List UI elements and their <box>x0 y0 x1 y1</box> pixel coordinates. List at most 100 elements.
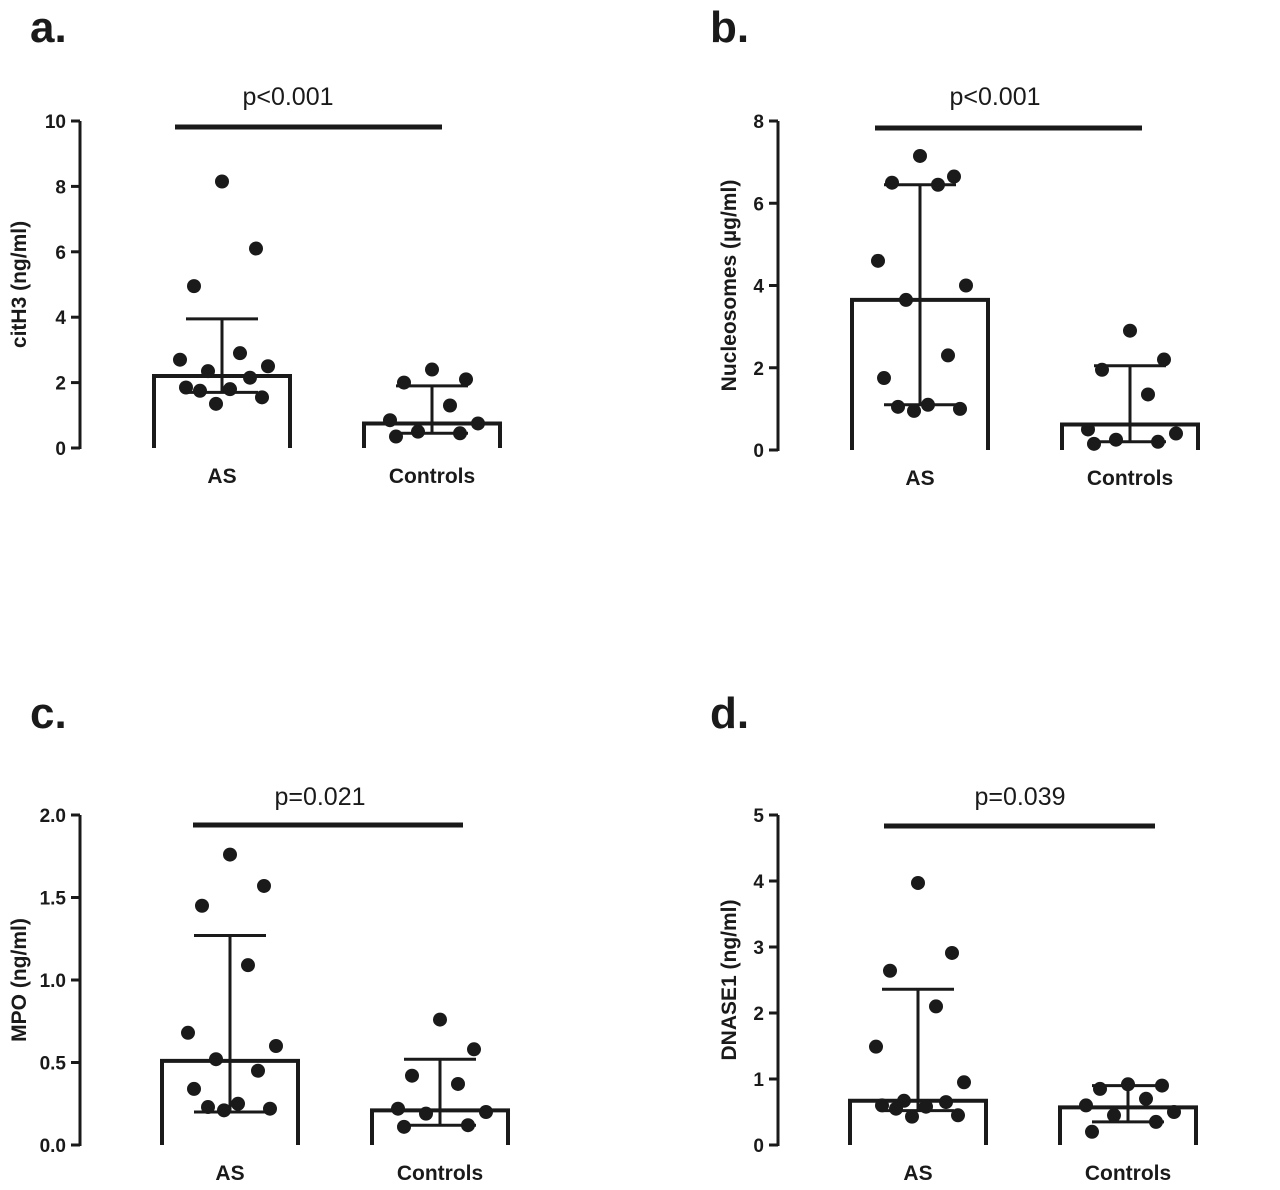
panel-c-letter: c. <box>30 689 67 738</box>
panel-b-y-tick-label: 8 <box>753 112 764 133</box>
panel-a-y-tick-label: 8 <box>55 177 66 198</box>
panel-a-data-point-as <box>223 382 237 397</box>
panel-b-data-point-controls <box>1151 434 1165 449</box>
panel-b-data-point-as <box>921 397 935 412</box>
panel-c-data-point-controls <box>405 1068 419 1083</box>
panel-d-y-tick-label: 1 <box>753 1070 764 1091</box>
panel-d-data-point-controls <box>1079 1098 1093 1113</box>
panel-a-y-axis-title: citH3 (ng/ml) <box>8 221 31 348</box>
panel-d-data-point-as <box>939 1095 953 1110</box>
panel-d-data-point-as <box>883 963 897 978</box>
panel-d-data-point-controls <box>1155 1078 1169 1093</box>
panel-c-y-tick-label: 0.0 <box>40 1136 66 1157</box>
panel-b-data-point-as <box>891 399 905 414</box>
panel-b-data-point-as <box>907 403 921 418</box>
panel-a-data-point-as <box>187 279 201 294</box>
panel-b-category-label-controls: Controls <box>1087 467 1173 490</box>
panel-d-data-point-as <box>911 875 925 890</box>
panel-b-y-tick-label: 4 <box>753 277 764 298</box>
panel-a-category-label-controls: Controls <box>389 465 475 488</box>
panel-c-y-tick-label: 1.5 <box>40 889 67 910</box>
panel-c-y-tick-label: 2.0 <box>40 806 66 827</box>
panel-d-y-axis-title: DNASE1 (ng/ml) <box>718 899 741 1060</box>
panel-c-category-label-controls: Controls <box>397 1162 483 1185</box>
panel-c-data-point-as <box>195 898 209 913</box>
panel-d-p-value: p=0.039 <box>974 783 1065 811</box>
panel-b-data-point-controls <box>1157 352 1171 367</box>
panel-d-data-point-controls <box>1085 1124 1099 1139</box>
panel-b-data-point-as <box>913 148 927 163</box>
panel-a-data-point-as <box>249 241 263 256</box>
panel-b-data-point-as <box>953 401 967 416</box>
panel-a-data-point-controls <box>389 429 403 444</box>
panel-a-data-point-controls <box>443 398 457 413</box>
panel-a-data-point-as <box>173 352 187 367</box>
panel-b: b. 0 2 4 6 8 Nucleosomes (µg/ml) AS Controls p<0.… <box>710 3 1200 490</box>
panel-b-y-tick-label: 2 <box>753 359 764 380</box>
panel-c-data-point-controls <box>479 1105 493 1119</box>
panel-d-data-point-as <box>919 1099 933 1114</box>
panel-c-data-point-as <box>223 847 237 862</box>
panel-a-y-tick-label: 6 <box>55 243 66 264</box>
panel-c-data-point-controls <box>451 1076 465 1091</box>
panel-d-data-point-as <box>957 1075 971 1090</box>
panel-a-data-point-controls <box>425 362 439 377</box>
panel-d-data-point-as <box>929 999 943 1014</box>
panel-d-data-point-as <box>905 1109 919 1124</box>
panel-a-category-label-as: AS <box>207 465 236 488</box>
panel-b-data-point-controls <box>1081 422 1095 437</box>
panel-a-y-tick-label: 4 <box>55 308 66 329</box>
panel-a-y-tick-label: 0 <box>55 439 66 460</box>
panel-a-data-point-controls <box>397 375 411 390</box>
panel-c-data-point-controls <box>391 1101 405 1116</box>
panel-c-data-point-controls <box>467 1042 481 1057</box>
panel-b-y-axis-title: Nucleosomes (µg/ml) <box>718 180 741 392</box>
panel-d-y-tick-label: 2 <box>753 1004 764 1025</box>
panel-b-data-point-as <box>959 278 973 293</box>
panel-a-data-point-as <box>261 359 275 374</box>
panel-a-data-point-as <box>215 174 229 189</box>
panel-c-y-tick-label: 0.5 <box>40 1054 67 1075</box>
panel-c-data-point-as <box>231 1096 245 1111</box>
panel-b-data-point-as <box>941 348 955 363</box>
panel-a-data-point-as <box>209 396 223 411</box>
panel-b-y-tick-label: 6 <box>753 194 764 215</box>
panel-a-data-point-controls <box>459 372 473 387</box>
panel-c-data-point-controls <box>461 1118 475 1133</box>
panel-d-data-point-controls <box>1121 1077 1135 1092</box>
panel-a-data-point-as <box>233 346 247 361</box>
panel-c-data-point-as <box>269 1039 283 1053</box>
panel-a-p-value: p<0.001 <box>242 83 333 111</box>
panel-b-letter: b. <box>710 3 749 52</box>
panel-c-data-point-as <box>201 1100 215 1115</box>
panel-a-data-point-controls <box>453 426 467 441</box>
panel-b-data-point-controls <box>1141 387 1155 402</box>
panel-b-category-label-as: AS <box>905 467 934 490</box>
panel-c-data-point-as <box>181 1025 195 1040</box>
panel-b-data-point-as <box>871 253 885 268</box>
panel-a-data-point-as <box>201 364 215 379</box>
panel-c: c. 0.0 0.5 1.0 1.5 2.0 MPO (ng/ml) AS Controls p=… <box>8 689 510 1185</box>
panel-a-data-point-controls <box>383 413 397 428</box>
panel-d-y-tick-label: 4 <box>753 872 764 893</box>
panel-b-y-tick-label: 0 <box>753 441 764 462</box>
panel-d-data-point-controls <box>1139 1091 1153 1106</box>
panel-d-data-point-controls <box>1167 1105 1181 1119</box>
panel-c-data-point-as <box>217 1103 231 1118</box>
panel-b-data-point-as <box>877 371 891 386</box>
panel-b-data-point-controls <box>1109 432 1123 447</box>
panel-a-letter: a. <box>30 3 67 52</box>
panel-d-data-point-as <box>875 1098 889 1113</box>
panel-a-y-tick-label: 10 <box>45 112 66 133</box>
panel-c-data-point-controls <box>397 1119 411 1134</box>
panel-a-data-point-controls <box>471 416 485 431</box>
panel-d-data-point-controls <box>1107 1108 1121 1123</box>
panel-b-data-point-controls <box>1095 362 1109 377</box>
panel-d-y-tick-label: 5 <box>753 806 764 827</box>
panel-a-data-point-as <box>193 383 207 398</box>
panel-a-data-point-as <box>179 380 193 395</box>
panel-d-data-point-as <box>945 945 959 960</box>
panel-c-y-axis-title: MPO (ng/ml) <box>8 918 31 1042</box>
